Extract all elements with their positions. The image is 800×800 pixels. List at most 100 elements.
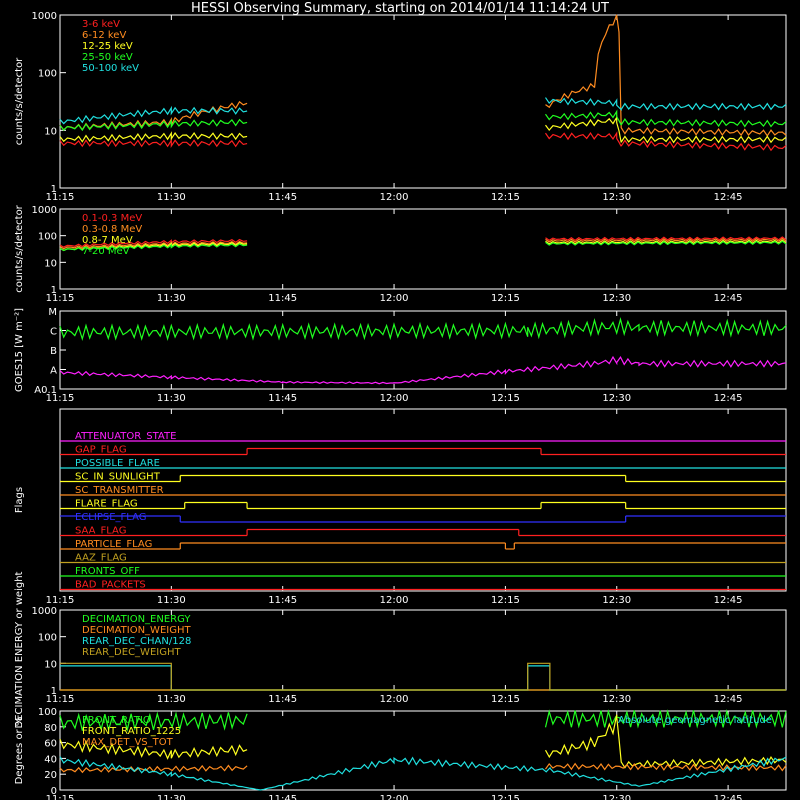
flag-label: PARTICLE_FLAG: [75, 539, 152, 550]
goes-ylabel: GOES15 [W m⁻²]: [14, 308, 25, 392]
high_energy-xtick-label: 12:45: [714, 293, 743, 304]
goes-ytick-label: C: [50, 327, 57, 338]
flags-ylabel: Flags: [14, 487, 25, 513]
flags-xtick-label: 12:30: [602, 595, 631, 606]
flag-label: ECLIPSE_FLAG: [75, 512, 146, 523]
ratios-ytick-label: 0: [51, 786, 57, 797]
ratios-series-line: [544, 709, 787, 729]
high_energy-series-line: [59, 243, 248, 252]
lightcurves-ytick-label: 1: [51, 184, 57, 195]
ratios-series-line: [59, 756, 787, 791]
lightcurves-series-line: [59, 131, 248, 143]
decimation-legend-entry: REAR_DEC_WEIGHT: [82, 647, 181, 658]
ratios-xtick-label: 12:45: [714, 794, 743, 800]
lightcurves-series-line: [545, 131, 787, 152]
ratios-ytick-label: 40: [44, 754, 57, 765]
high_energy-xtick-label: 11:30: [157, 293, 186, 304]
decimation-legend-entry: REAR_DEC_CHAN/128: [82, 636, 191, 647]
flags-xtick-label: 12:15: [491, 595, 520, 606]
flag-label: FLARE_FLAG: [75, 499, 138, 510]
ratios-legend-entry: FRONT_RATIO_1225: [82, 726, 181, 737]
ratios-xtick-label: 12:30: [602, 794, 631, 800]
ratios-xtick-label: 12:00: [380, 794, 409, 800]
high_energy-series-line: [545, 240, 787, 246]
ratios-series-line: [59, 711, 248, 733]
decimation-xtick-label: 11:45: [268, 694, 297, 705]
ratios-legend-entry: MAX_DET_VS_TOT: [82, 737, 174, 748]
decimation-ylabel: DECIMATION ENERGY or weight: [14, 571, 25, 728]
ratios-xtick-label: 12:15: [491, 794, 520, 800]
flags-xtick-label: 11:45: [268, 595, 297, 606]
ratios-legend-entry: FRONT_RATIO: [82, 715, 151, 726]
high_energy-xtick-label: 12:30: [602, 293, 631, 304]
flag-label: BAD_PACKETS: [75, 580, 146, 591]
ratios-xtick-label: 11:15: [46, 794, 75, 800]
flag-label: AAZ_FLAG: [75, 553, 127, 564]
high_energy-series-line: [59, 238, 248, 248]
goes-series-line: [59, 316, 787, 342]
lightcurves-series-line: [59, 138, 248, 148]
lightcurves-xtick-label: 12:45: [714, 192, 743, 203]
goes-ytick-label: M: [48, 307, 57, 318]
flag-label: SC_TRANSMITTER: [75, 485, 164, 496]
lightcurves-xtick-label: 12:30: [602, 192, 631, 203]
flag-label: SAA_FLAG: [75, 526, 126, 537]
lightcurves-ytick-label: 10: [44, 126, 57, 137]
goes-xtick-label: 11:45: [268, 393, 297, 404]
decimation-ytick-label: 1: [51, 686, 57, 697]
flags-xtick-label: 11:30: [157, 595, 186, 606]
goes-xtick-label: 11:15: [46, 393, 75, 404]
decimation-ytick-label: 100: [38, 633, 57, 644]
flags-xtick-label: 12:45: [714, 595, 743, 606]
ratios-ytick-label: 20: [44, 770, 57, 781]
high_energy-series-line: [545, 239, 787, 245]
decimation-ytick-label: 1000: [32, 606, 57, 617]
high_energy-legend-entry: 0.3-0.8 MeV: [82, 224, 142, 235]
lightcurves-legend-entry: 25-50 keV: [82, 52, 133, 63]
lightcurves-series-line: [545, 97, 787, 112]
decimation-ytick-label: 10: [44, 659, 57, 670]
flag-label: FRONTS_OFF: [75, 566, 140, 577]
lightcurves-xtick-label: 11:45: [268, 192, 297, 203]
lightcurves-series-line: [545, 109, 787, 128]
high_energy-xtick-label: 12:15: [491, 293, 520, 304]
lightcurves-legend-entry: 50-100 keV: [82, 63, 139, 74]
panels: 11:15 11:30 11:45 12:00 12:15 12:30 12:45 count…: [14, 11, 787, 800]
lightcurves-series-line: [545, 14, 787, 137]
high_energy-frame: [59, 208, 787, 290]
flag-label: GAP_FLAG: [75, 445, 127, 456]
lightcurves-xtick-label: 11:15: [46, 192, 75, 203]
flag-label: ATTENUATOR_STATE: [75, 431, 176, 442]
lightcurves-ytick-label: 100: [38, 69, 57, 80]
ratios-series-line: [59, 738, 248, 760]
flag-label: POSSIBLE_FLARE: [75, 458, 160, 469]
high_energy-series-line: [59, 240, 248, 250]
high_energy-series-line: [545, 236, 787, 242]
figure-title: HESSI Observing Summary, starting on 201…: [191, 1, 609, 16]
decimation-xtick-label: 12:30: [602, 694, 631, 705]
goes-xtick-label: 11:30: [157, 393, 186, 404]
lightcurves-xtick-label: 11:30: [157, 192, 186, 203]
goes-ytick-label: B: [50, 346, 57, 357]
high_energy-series-line: [545, 237, 787, 243]
goes-ytick-label: A: [50, 366, 57, 377]
lightcurves-legend-entry: 12-25 keV: [82, 41, 133, 52]
decimation-xtick-label: 12:00: [380, 694, 409, 705]
lightcurves-series-line: [59, 100, 248, 131]
decimation-series-line: [60, 665, 786, 691]
flags-xtick-label: 12:00: [380, 595, 409, 606]
decimation-legend-entry: DECIMATION_WEIGHT: [82, 625, 191, 636]
lightcurves-ytick-label: 1000: [32, 11, 57, 22]
decimation-xtick-label: 11:15: [46, 694, 75, 705]
ratios-xtick-label: 11:30: [157, 794, 186, 800]
ratios-frame: [59, 710, 787, 791]
high_energy-ytick-label: 100: [38, 232, 57, 243]
flags-xtick-label: 11:15: [46, 595, 75, 606]
lightcurves-xtick-label: 12:15: [491, 192, 520, 203]
high_energy-xtick-label: 12:00: [380, 293, 409, 304]
high_energy-ylabel: counts/s/detector: [14, 204, 25, 292]
high_energy-ytick-label: 1000: [32, 205, 57, 216]
high_energy-ytick-label: 1: [51, 285, 57, 296]
goes-series-line: [59, 355, 787, 385]
high_energy-legend-entry: 0.8-7 MeV: [82, 235, 133, 246]
